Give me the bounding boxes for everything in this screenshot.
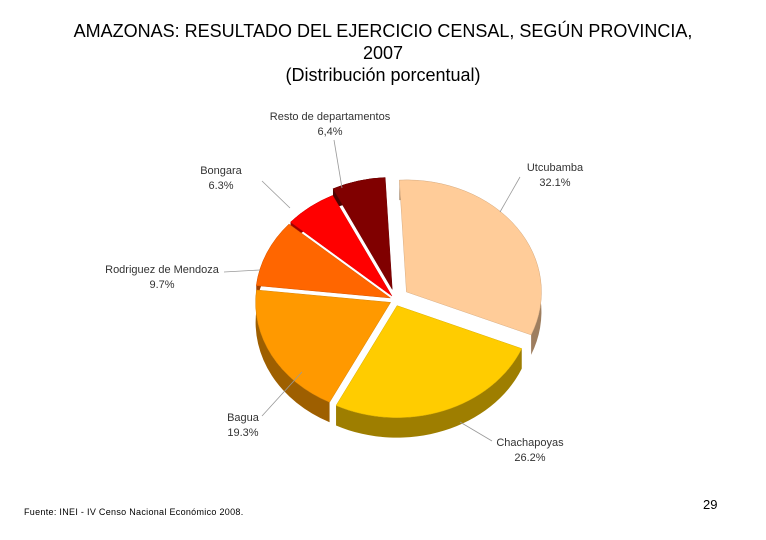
chart-title-line-1: AMAZONAS: RESULTADO DEL EJERCICIO CENSAL… xyxy=(73,21,693,41)
slice-labels: Utcubamba 32.1% Chachapoyas 26.2% Bagua 19.3%… xyxy=(105,111,584,464)
chart-title: AMAZONAS: RESULTADO DEL EJERCICIO CENSAL… xyxy=(0,20,766,86)
leader-lines xyxy=(223,139,521,442)
slice-label-bongara: Bongara xyxy=(200,165,242,177)
source-note: Fuente: INEI - IV Censo Nacional Económi… xyxy=(24,507,244,517)
slice-label-rodriguez-de-mendoza: Rodriguez de Mendoza xyxy=(105,264,220,276)
slice-label-utcubamba: Utcubamba xyxy=(527,162,584,174)
pie-tops xyxy=(255,177,542,418)
slice-utcubamba xyxy=(399,179,542,336)
chart-title-line-3: (Distribución porcentual) xyxy=(285,65,481,85)
slice-value-chachapoyas: 26.2% xyxy=(514,452,545,464)
leader-line-bongara xyxy=(261,180,291,209)
slice-label-bagua: Bagua xyxy=(227,412,260,424)
chart-title-line-2: 2007 xyxy=(362,43,404,63)
slice-value-bongara: 6.3% xyxy=(208,180,233,192)
page-number: 29 xyxy=(703,497,718,512)
slice-value-bagua: 19.3% xyxy=(227,427,258,439)
slice-resto-de-departamentos xyxy=(332,177,393,290)
slice-bongara xyxy=(290,195,393,297)
slice-rodriguez-de-mendoza xyxy=(255,223,392,299)
leader-line-rodriguez-de-mendoza xyxy=(223,269,261,273)
slice-value-resto-de-departamentos: 6,4% xyxy=(317,126,342,138)
slice-label-resto-de-departamentos: Resto de departamentos xyxy=(270,111,391,123)
slice-side-bagua xyxy=(255,289,330,423)
leader-line-bagua xyxy=(261,371,303,417)
leader-line-chachapoyas xyxy=(459,421,493,442)
slice-chachapoyas xyxy=(335,305,523,418)
slice-side-chachapoyas xyxy=(336,348,522,438)
leader-line-resto-de-departamentos xyxy=(333,139,343,189)
slice-label-chachapoyas: Chachapoyas xyxy=(496,437,564,449)
slice-value-utcubamba: 32.1% xyxy=(539,177,570,189)
slice-value-rodriguez-de-mendoza: 9.7% xyxy=(149,279,174,291)
leader-line-utcubamba xyxy=(499,176,521,213)
slice-bagua xyxy=(255,289,392,403)
